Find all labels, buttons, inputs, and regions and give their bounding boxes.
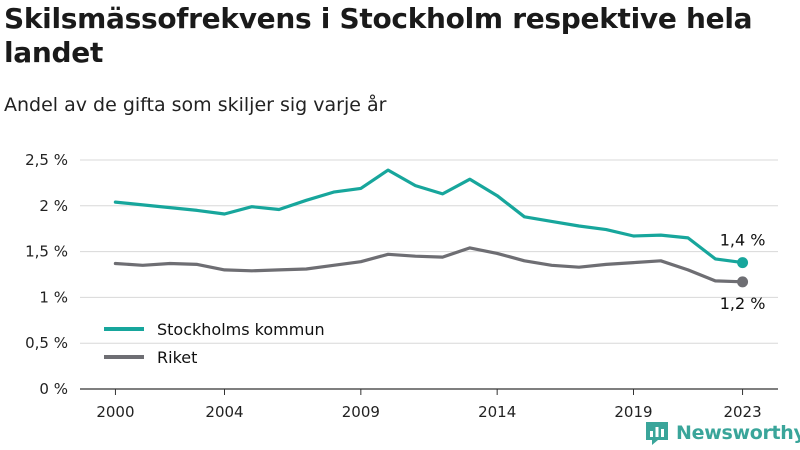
legend-label-0: Stockholms kommun [157, 320, 325, 339]
series-lines [113, 168, 745, 284]
y-tick-label: 0 % [39, 380, 68, 398]
x-tick-label: 2000 [96, 403, 134, 421]
y-tick-label: 0,5 % [25, 334, 68, 352]
series-end-label-1: 1,2 % [720, 294, 766, 313]
y-tick-label: 1 % [39, 288, 68, 306]
series-line-1 [113, 246, 745, 284]
chart-subtitle: Andel av de gifta som skiljer sig varje … [4, 94, 387, 116]
series-end-points: 1,4 % 1,2 % [720, 231, 766, 313]
series-line-0 [113, 168, 745, 265]
legend-label-1: Riket [157, 348, 197, 367]
newsworthy-logo-text: Newsworthy [676, 422, 800, 444]
x-tick-label: 2014 [478, 403, 516, 421]
x-tick-label: 2009 [342, 403, 380, 421]
newsworthy-chart-icon [646, 422, 668, 445]
x-tick-label: 2019 [614, 403, 652, 421]
newsworthy-logo: Newsworthy [644, 420, 800, 446]
series-end-point-1 [737, 276, 749, 288]
x-tick-label: 2023 [723, 403, 761, 421]
series-end-label-0: 1,4 % [720, 231, 766, 250]
series-end-point-0 [737, 257, 749, 269]
x-tick-label: 2004 [205, 403, 243, 421]
y-tick-label: 1,5 % [25, 243, 68, 261]
legend: Stockholms kommun Riket [104, 320, 325, 367]
x-axis-ticks: 2000 2004 2009 2014 2019 2023 [96, 389, 762, 421]
y-tick-label: 2 % [39, 197, 68, 215]
chart-title: Skilsmässofrekvens i Stockholm respektiv… [4, 2, 753, 69]
y-axis-ticks: 0 % 0,5 % 1 % 1,5 % 2 % 2,5 % [25, 151, 68, 398]
grid-lines [80, 159, 778, 390]
y-tick-label: 2,5 % [25, 151, 68, 169]
